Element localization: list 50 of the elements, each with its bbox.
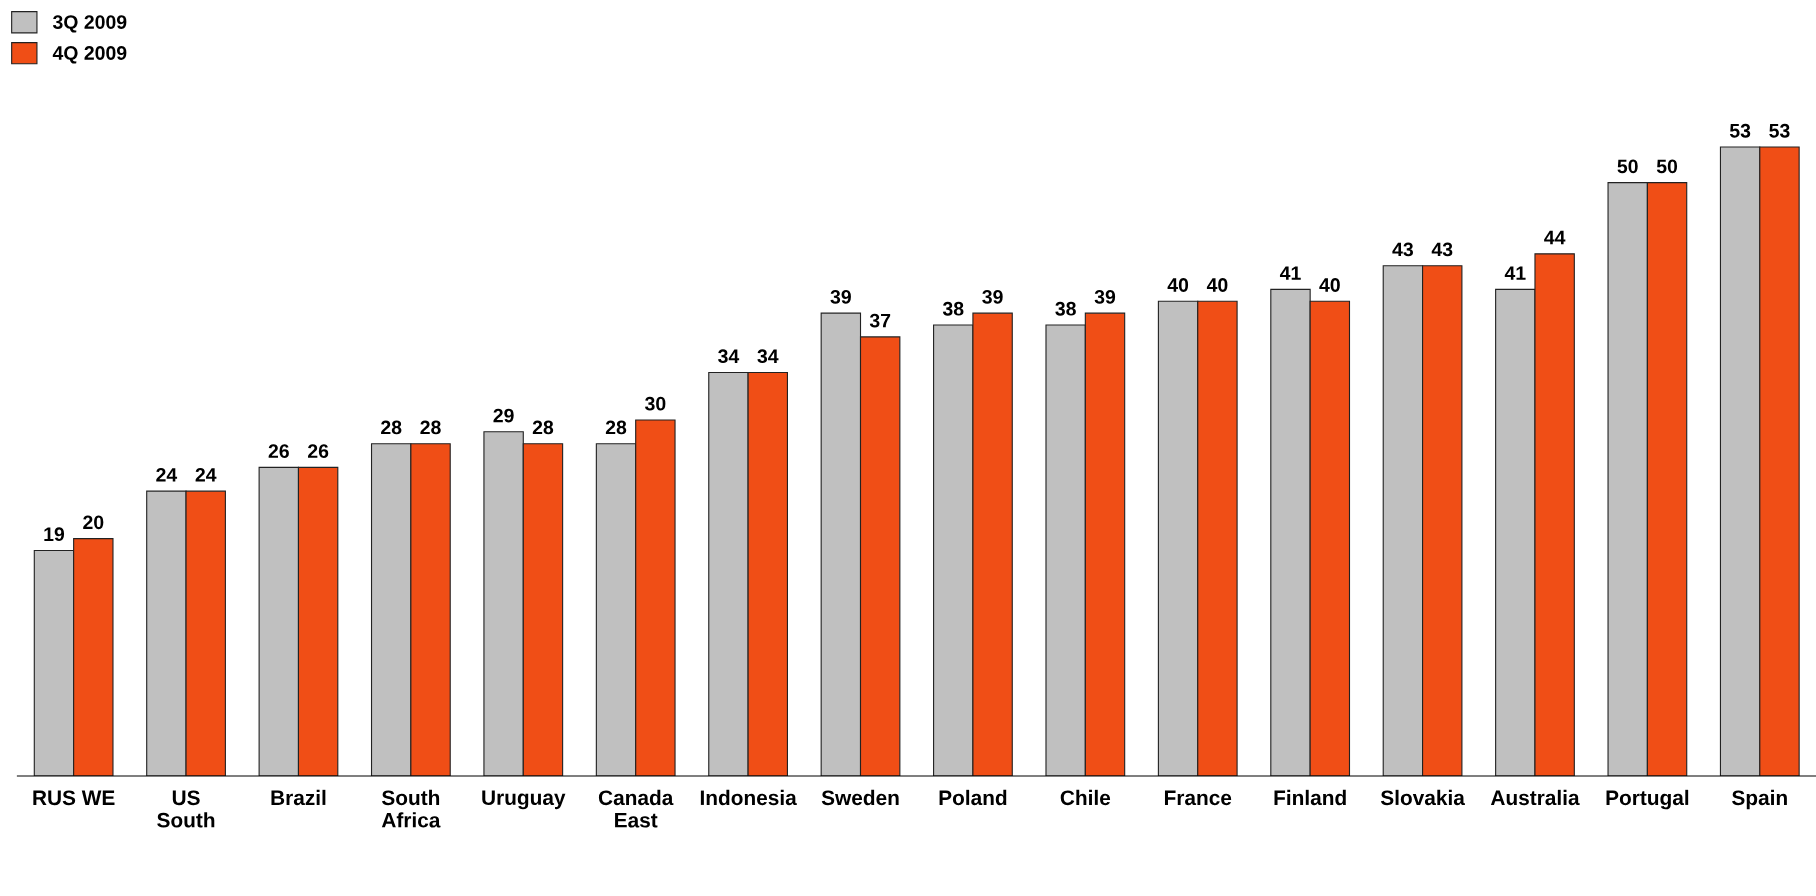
- data-label: 38: [1055, 301, 1076, 316]
- data-label: 40: [1206, 278, 1228, 292]
- x-tick-label: Chile: [1060, 789, 1111, 806]
- data-label: 24: [156, 467, 178, 482]
- data-label: 28: [605, 420, 627, 435]
- x-tick-label: France: [1164, 790, 1232, 806]
- data-label: 39: [982, 289, 1003, 304]
- data-label: 24: [195, 467, 217, 482]
- data-label: 28: [381, 420, 402, 435]
- data-label: 53: [1729, 123, 1751, 138]
- data-label: 26: [268, 444, 289, 459]
- data-label: 40: [1319, 278, 1340, 292]
- data-label: 38: [942, 301, 964, 316]
- data-label: 39: [830, 289, 851, 304]
- data-label: 30: [645, 396, 666, 411]
- data-label: 40: [1167, 278, 1189, 292]
- x-tick-label: South Africa: [381, 789, 441, 828]
- data-label: 43: [1392, 242, 1413, 257]
- data-label: 26: [307, 444, 329, 459]
- data-label: 34: [757, 349, 779, 364]
- x-tick-label: Slovakia: [1380, 789, 1465, 806]
- data-label: 37: [869, 313, 891, 328]
- data-label: 41: [1504, 266, 1526, 280]
- data-label: 44: [1544, 230, 1566, 245]
- data-label: 53: [1769, 123, 1790, 138]
- data-label: 41: [1279, 266, 1301, 280]
- x-tick-label: Portugal: [1606, 789, 1689, 810]
- data-label: 28: [532, 420, 554, 435]
- x-tick-label: Indonesia: [700, 789, 797, 806]
- legend-label: 4Q 2009: [52, 46, 127, 64]
- x-tick-label: Brazil: [271, 789, 326, 806]
- x-tick-label: Australia: [1490, 789, 1580, 806]
- data-label: 34: [718, 349, 740, 364]
- x-tick-label: Uruguay: [482, 790, 566, 810]
- data-label: 50: [1617, 159, 1638, 174]
- legend-label: 3Q 2009: [52, 15, 127, 33]
- data-label: 19: [44, 527, 65, 542]
- data-label: 28: [420, 420, 441, 435]
- x-tick-label: RUS WE: [33, 790, 115, 806]
- x-tick-label: Poland: [939, 789, 1007, 806]
- x-tick-label: Spain: [1732, 789, 1787, 810]
- x-tick-label: Finland: [1274, 789, 1346, 806]
- data-label: 29: [493, 408, 514, 423]
- data-label: 39: [1094, 289, 1116, 304]
- x-tick-label: Canada East: [598, 789, 674, 828]
- x-tick-label: Sweden: [821, 789, 899, 806]
- data-label: 20: [83, 515, 104, 530]
- data-label: 50: [1656, 159, 1678, 174]
- data-label: 43: [1431, 242, 1453, 257]
- x-tick-label: US South: [157, 790, 215, 828]
